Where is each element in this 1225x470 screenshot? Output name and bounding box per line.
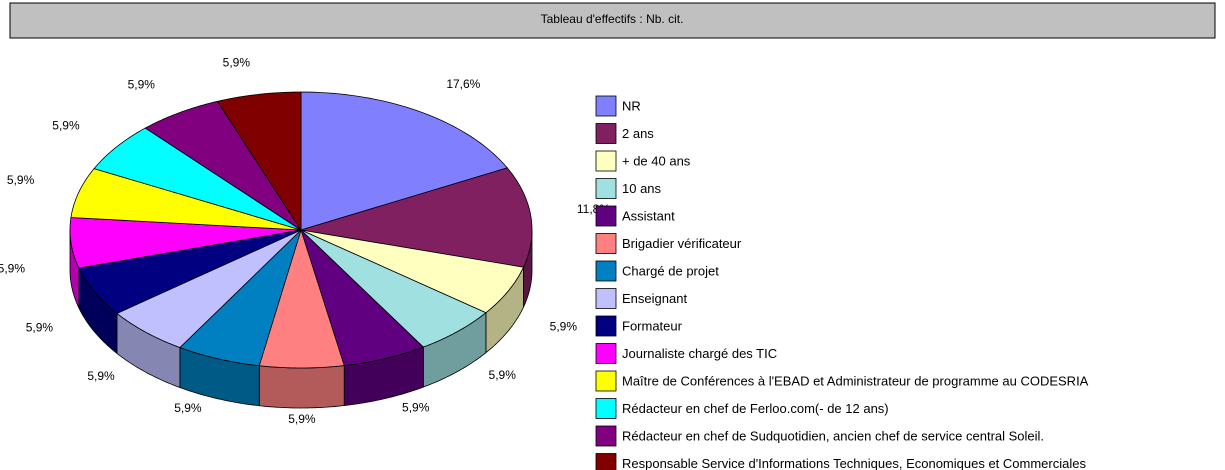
legend-swatch <box>595 370 617 392</box>
data-label: 5,9% <box>550 319 578 333</box>
slice <box>78 229 302 314</box>
slice <box>70 168 302 231</box>
legend-label: Formateur <box>622 318 683 333</box>
slice <box>216 91 302 232</box>
legend-swatch <box>595 178 617 199</box>
legend-label: 2 ans <box>622 126 654 141</box>
legend-label: + de 40 ans <box>622 153 691 168</box>
slice <box>300 229 487 348</box>
data-label: 5,9% <box>52 118 80 132</box>
slice <box>300 229 525 314</box>
data-label: 5,9% <box>174 401 202 415</box>
legend-swatch <box>595 205 617 227</box>
slice <box>179 229 302 367</box>
legend-swatch <box>595 288 617 309</box>
data-label: 5,9% <box>489 368 517 382</box>
chart-title: Tableau d'effectifs : Nb. cit. <box>541 12 684 26</box>
legend-label: Responsable Service d'Informations Techn… <box>622 456 1086 470</box>
legend-label: Enseignant <box>622 291 687 306</box>
data-label: 5,9% <box>87 369 115 383</box>
data-label: 5,9% <box>0 262 25 276</box>
legend-label: Chargé de projet <box>622 263 719 278</box>
legend-swatch <box>595 425 617 447</box>
legend-label: Maître de Conférences à l'EBAD et Admini… <box>622 373 1089 388</box>
legend-swatch <box>595 260 617 282</box>
slice <box>69 217 302 269</box>
data-label: 5,9% <box>288 412 316 426</box>
title-bar <box>9 2 1216 39</box>
legend-label: Rédacteur en chef de Sudquotidien, ancie… <box>622 428 1044 443</box>
data-label: 5,9% <box>402 400 430 414</box>
legend-swatch <box>595 95 617 117</box>
legend-label: Journaliste chargé des TIC <box>622 346 777 361</box>
legend-label: 10 ans <box>622 181 662 196</box>
data-label: 17,6% <box>446 77 480 91</box>
data-label: 5,9% <box>128 77 156 91</box>
data-label: 5,9% <box>7 173 35 187</box>
legend-swatch <box>595 343 617 364</box>
legend-swatch <box>595 150 617 172</box>
slice-side <box>258 365 345 409</box>
legend-swatch <box>595 123 617 144</box>
legend-label: NR <box>622 98 641 113</box>
slice <box>300 91 508 231</box>
data-label: 5,9% <box>26 320 54 334</box>
slice <box>116 229 302 348</box>
slice <box>258 228 345 369</box>
legend-label: Assistant <box>622 208 675 223</box>
data-label: 5,9% <box>223 55 251 69</box>
legend-swatch <box>595 398 617 419</box>
slice <box>144 100 302 231</box>
legend-label: Brigadier vérificateur <box>622 236 742 251</box>
legend-label: Rédacteur en chef de Ferloo.com(- de 12 … <box>622 401 889 416</box>
slice <box>93 127 302 231</box>
slice <box>300 229 425 367</box>
slice <box>300 167 533 268</box>
legend-swatch <box>595 233 617 254</box>
legend-swatch <box>595 453 617 470</box>
legend-swatch <box>595 315 617 337</box>
